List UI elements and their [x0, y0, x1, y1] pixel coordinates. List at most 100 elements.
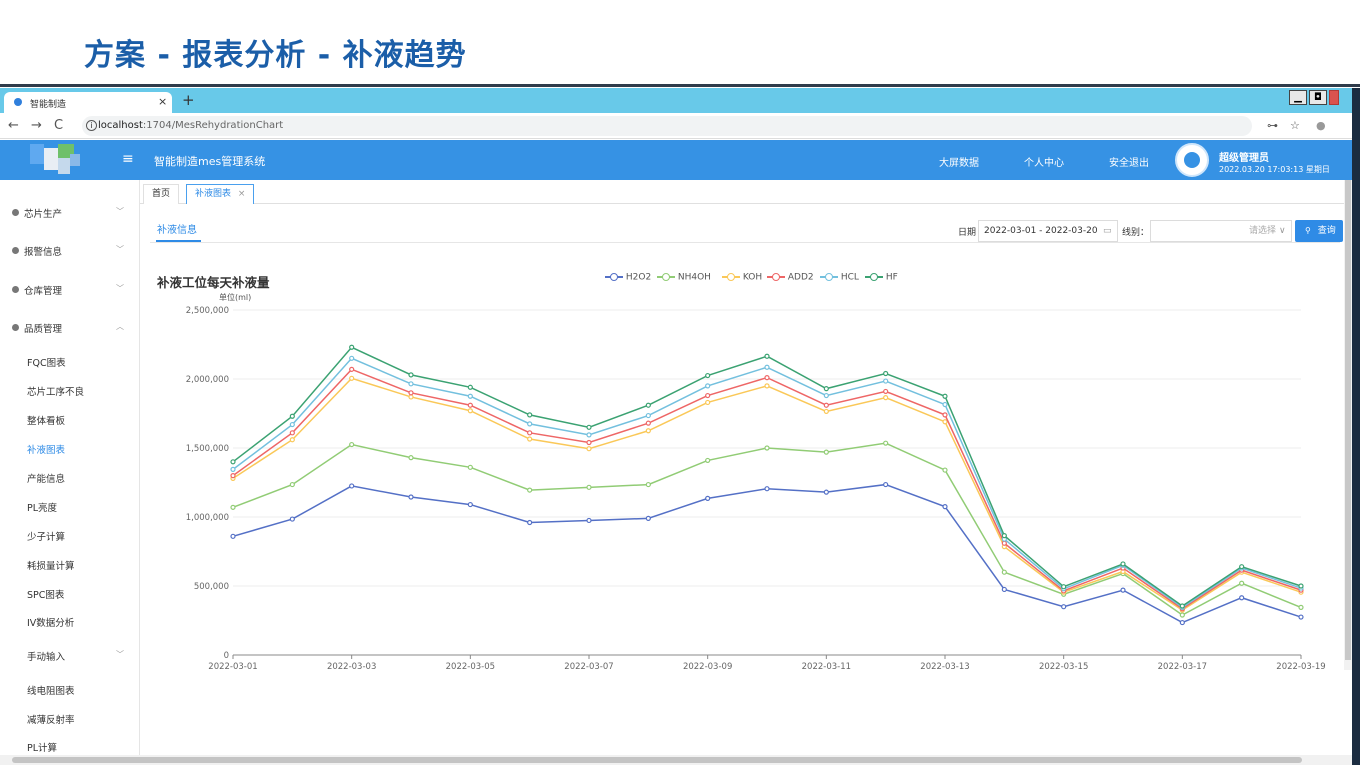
- sidebar-group-chip-production[interactable]: 芯片生产 ﹀: [12, 206, 130, 220]
- sidebar-item-line-resistance[interactable]: 线电阻图表: [27, 686, 75, 697]
- data-point-nh4oh: [408, 455, 414, 461]
- data-point-nh4oh: [942, 467, 948, 473]
- header-link-big-screen[interactable]: 大屏数据: [939, 158, 979, 169]
- data-point-h2o2: [1120, 587, 1126, 593]
- sidebar-item-minority-carrier[interactable]: 少子计算: [27, 532, 66, 543]
- data-point-hcl: [645, 412, 651, 419]
- data-point-koh: [705, 399, 711, 406]
- x-tick-label: 2022-03-05: [446, 662, 495, 672]
- date-range-value: 2022-03-01 - 2022-03-20: [984, 226, 1098, 236]
- chart-title: 补液工位每天补液量: [157, 275, 270, 290]
- line-label: 线别：: [1122, 228, 1150, 238]
- data-point-hcl: [883, 378, 889, 384]
- x-tick-label: 2022-03-17: [1158, 662, 1207, 672]
- data-point-h2o2: [823, 489, 829, 495]
- data-point-add2: [467, 402, 473, 408]
- sidebar-item-consumption[interactable]: 耗损量计算: [27, 561, 75, 572]
- data-point-add2: [942, 412, 948, 418]
- x-tick-label: 2022-03-09: [683, 662, 732, 672]
- sidebar-item-iv-analysis[interactable]: IV数据分析: [27, 618, 75, 629]
- sidebar-item-pl-brightness[interactable]: PL亮度: [27, 503, 58, 514]
- close-tab-icon[interactable]: ×: [158, 95, 168, 108]
- info-icon[interactable]: i: [86, 120, 97, 131]
- close-window-button[interactable]: [1329, 90, 1339, 105]
- data-point-koh: [586, 446, 592, 452]
- x-tick-label: 2022-03-15: [1039, 662, 1088, 672]
- data-point-add2: [764, 375, 770, 381]
- data-point-add2: [408, 390, 414, 396]
- data-point-koh: [349, 375, 355, 381]
- y-tick-label: 1,500,000: [186, 444, 229, 454]
- browser-tab[interactable]: 智能制造 ×: [4, 92, 172, 113]
- back-icon[interactable]: ←: [8, 118, 19, 133]
- data-point-hf: [230, 459, 236, 465]
- data-point-h2o2: [586, 517, 592, 524]
- legend-item-h2o2[interactable]: H2O2: [605, 272, 651, 283]
- url-field[interactable]: i localhost:1704/MesRehydrationChart: [82, 116, 1252, 136]
- avatar[interactable]: [1175, 143, 1209, 177]
- date-range-input[interactable]: 2022-03-01 - 2022-03-20 ▭: [978, 220, 1118, 242]
- sidebar-item-capacity[interactable]: 产能信息: [27, 474, 66, 485]
- data-point-nh4oh: [527, 487, 533, 493]
- user-name: 超级管理员: [1219, 153, 1269, 164]
- legend-item-koh[interactable]: KOH: [722, 272, 762, 283]
- line-chart: 0 500,000 1,000,000 1,500,000 2,000,000 2,500…: [186, 306, 1326, 672]
- sidebar-item-chip-defect[interactable]: 芯片工序不良: [27, 387, 85, 398]
- new-tab-button[interactable]: +: [182, 91, 195, 109]
- data-point-hcl: [467, 393, 473, 399]
- sidebar-group-alarm[interactable]: 报警信息 ﹀: [12, 244, 130, 258]
- tab-rehydration-label: 补液图表: [195, 189, 232, 199]
- menu-toggle-icon[interactable]: ≡: [122, 151, 134, 167]
- sidebar-group-quality[interactable]: 品质管理 ︿: [12, 321, 130, 335]
- reload-icon[interactable]: C: [54, 118, 64, 133]
- tab-home[interactable]: 首页: [143, 184, 180, 204]
- slide-divider: [0, 84, 1360, 87]
- header-link-profile[interactable]: 个人中心: [1024, 158, 1064, 169]
- vertical-scrollbar[interactable]: [1344, 180, 1352, 670]
- line-select[interactable]: 请选择 ∨: [1150, 220, 1292, 242]
- sidebar-group-warehouse[interactable]: 仓库管理 ﹀: [12, 283, 130, 297]
- address-bar: ← → C i localhost:1704/MesRehydrationCha…: [0, 113, 1352, 139]
- sidebar-item-pl-calc[interactable]: PL计算: [27, 743, 58, 754]
- slide-title: 方案 - 报表分析 - 补液趋势: [84, 38, 467, 73]
- data-point-add2: [1001, 540, 1007, 546]
- close-tab-icon[interactable]: ×: [237, 189, 246, 199]
- legend-item-add2[interactable]: ADD2: [767, 272, 814, 283]
- tab-rehydration-info[interactable]: 补液信息: [157, 225, 197, 236]
- data-point-koh: [467, 408, 473, 414]
- sidebar-item-thinning-reflectance[interactable]: 减薄反射率: [27, 715, 75, 726]
- data-point-hf: [1120, 561, 1126, 567]
- query-button[interactable]: ⚲ 查询: [1295, 220, 1343, 242]
- sidebar-group-manual-input[interactable]: 手动输入 ﹀: [27, 650, 124, 663]
- data-point-h2o2: [349, 483, 355, 489]
- data-point-h2o2: [645, 515, 651, 521]
- key-icon[interactable]: ⊶: [1267, 119, 1278, 132]
- data-point-hf: [349, 344, 355, 350]
- sidebar-item-fqc[interactable]: FQC图表: [27, 358, 66, 369]
- legend-item-hf[interactable]: HF: [865, 272, 898, 283]
- maximize-window-button[interactable]: ◘: [1309, 90, 1327, 105]
- tab-rehydration-chart[interactable]: 补液图表 ×: [186, 184, 255, 204]
- header-link-logout[interactable]: 安全退出: [1109, 158, 1149, 169]
- data-point-hf: [823, 386, 829, 392]
- series-line-nh4oh: [232, 442, 1302, 616]
- x-tick-label: 2022-03-19: [1276, 662, 1325, 672]
- data-point-add2: [645, 420, 651, 426]
- legend-item-nh4oh[interactable]: NH4OH: [657, 272, 711, 283]
- data-point-nh4oh: [1001, 569, 1007, 575]
- chart-y-unit: 单位(ml): [219, 293, 252, 302]
- forward-icon[interactable]: →: [31, 118, 42, 133]
- sidebar-item-spc[interactable]: SPC图表: [27, 590, 65, 601]
- horizontal-scrollbar[interactable]: [0, 755, 1352, 765]
- data-point-hf: [942, 393, 948, 399]
- sidebar-item-dashboard[interactable]: 整体看板: [27, 416, 66, 427]
- window-edge: [1352, 88, 1360, 765]
- minimize-window-button[interactable]: ▁: [1289, 90, 1307, 105]
- favicon-icon: [14, 98, 22, 106]
- profile-icon[interactable]: ●: [1316, 119, 1326, 132]
- data-point-nh4oh: [289, 481, 295, 488]
- sidebar-item-rehydration[interactable]: 补液图表: [27, 445, 66, 456]
- legend-item-hcl[interactable]: HCL: [820, 272, 859, 283]
- bookmark-star-icon[interactable]: ☆: [1290, 119, 1300, 132]
- data-point-hcl: [705, 383, 711, 389]
